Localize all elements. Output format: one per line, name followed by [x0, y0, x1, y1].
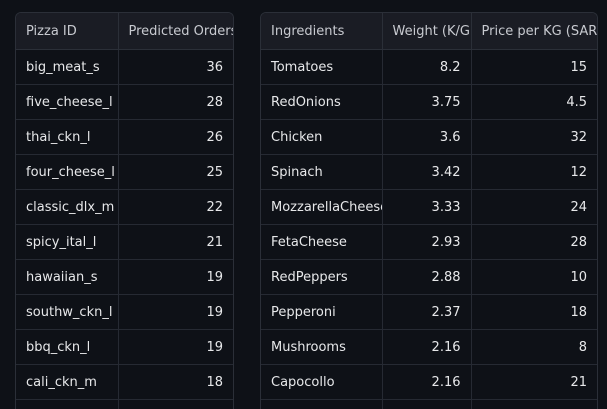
cell-pizza-id: big_meat_s — [16, 49, 119, 85]
cell-pizza-id: bbq_ckn_l — [16, 329, 119, 365]
cell-weight: 3.6 — [382, 119, 472, 155]
table-row[interactable] — [16, 399, 233, 409]
cell-weight: 2.16 — [382, 364, 472, 400]
table-row[interactable]: Capocollo 2.16 21 — [261, 364, 597, 400]
cell-ingredient: Pepperoni — [261, 294, 383, 330]
cell-predicted-orders: 28 — [118, 84, 233, 120]
cell-weight: 3.33 — [382, 189, 472, 225]
column-header-pizza-id[interactable]: Pizza ID — [16, 13, 119, 50]
cell-price: 4.5 — [471, 84, 597, 120]
table-header-row: Pizza ID Predicted Orders — [16, 13, 233, 50]
cell-weight: 2.16 — [382, 329, 472, 365]
column-header-ingredients[interactable]: Ingredients — [261, 13, 383, 50]
cell-price: 10 — [471, 259, 597, 295]
cell-pizza-id: four_cheese_l — [16, 154, 119, 190]
cell-predicted-orders: 22 — [118, 189, 233, 225]
column-header-weight[interactable]: Weight (K/G) — [382, 13, 472, 50]
cell-price: 12 — [471, 154, 597, 190]
cell-predicted-orders: 21 — [118, 224, 233, 260]
cell-pizza-id: spicy_ital_l — [16, 224, 119, 260]
cell-price: 28 — [471, 224, 597, 260]
cell-ingredient: Chicken — [261, 119, 383, 155]
cell-ingredient: RedPeppers — [261, 259, 383, 295]
cell-pizza-id: hawaiian_s — [16, 259, 119, 295]
cell-ingredient: Tomatoes — [261, 49, 383, 85]
ingredients-table[interactable]: Ingredients Weight (K/G) Price per KG (S… — [260, 12, 598, 409]
table-row[interactable]: MozzarellaCheese 3.33 24 — [261, 189, 597, 225]
cell-predicted-orders: 36 — [118, 49, 233, 85]
cell-ingredient: Capocollo — [261, 364, 383, 400]
cell-predicted-orders — [118, 399, 233, 409]
cell-weight: 8.2 — [382, 49, 472, 85]
table-row[interactable]: Tomatoes 8.2 15 — [261, 49, 597, 85]
cell-weight: 2.88 — [382, 259, 472, 295]
cell-ingredient: Spinach — [261, 154, 383, 190]
column-header-predicted-orders[interactable]: Predicted Orders — [118, 13, 233, 50]
cell-ingredient — [261, 399, 383, 409]
table-row[interactable]: RedPeppers 2.88 10 — [261, 259, 597, 295]
cell-pizza-id: five_cheese_l — [16, 84, 119, 120]
cell-pizza-id: southw_ckn_l — [16, 294, 119, 330]
cell-pizza-id: cali_ckn_m — [16, 364, 119, 400]
table-row[interactable] — [261, 399, 597, 409]
cell-predicted-orders: 19 — [118, 329, 233, 365]
table-row[interactable]: Pepperoni 2.37 18 — [261, 294, 597, 330]
cell-predicted-orders: 19 — [118, 259, 233, 295]
cell-predicted-orders: 25 — [118, 154, 233, 190]
cell-price — [471, 399, 597, 409]
cell-ingredient: MozzarellaCheese — [261, 189, 383, 225]
cell-weight: 3.42 — [382, 154, 472, 190]
cell-pizza-id: classic_dlx_m — [16, 189, 119, 225]
table-row[interactable]: bbq_ckn_l 19 — [16, 329, 233, 365]
cell-weight: 2.37 — [382, 294, 472, 330]
cell-weight: 3.75 — [382, 84, 472, 120]
table-row[interactable]: cali_ckn_m 18 — [16, 364, 233, 400]
table-row[interactable]: big_meat_s 36 — [16, 49, 233, 85]
cell-weight — [382, 399, 472, 409]
cell-pizza-id — [16, 399, 119, 409]
table-row[interactable]: classic_dlx_m 22 — [16, 189, 233, 225]
cell-ingredient: RedOnions — [261, 84, 383, 120]
table-header-row: Ingredients Weight (K/G) Price per KG (S… — [261, 13, 597, 50]
table-row[interactable]: Chicken 3.6 32 — [261, 119, 597, 155]
cell-price: 24 — [471, 189, 597, 225]
cell-predicted-orders: 19 — [118, 294, 233, 330]
table-row[interactable]: Spinach 3.42 12 — [261, 154, 597, 190]
cell-ingredient: FetaCheese — [261, 224, 383, 260]
column-header-price-per-kg[interactable]: Price per KG (SAR) — [471, 13, 597, 50]
table-row[interactable]: five_cheese_l 28 — [16, 84, 233, 120]
predicted-orders-table[interactable]: Pizza ID Predicted Orders big_meat_s 36 f… — [15, 12, 234, 409]
table-row[interactable]: Mushrooms 2.16 8 — [261, 329, 597, 365]
table-row[interactable]: thai_ckn_l 26 — [16, 119, 233, 155]
table-row[interactable]: spicy_ital_l 21 — [16, 224, 233, 260]
cell-ingredient: Mushrooms — [261, 329, 383, 365]
table-row[interactable]: hawaiian_s 19 — [16, 259, 233, 295]
cell-price: 21 — [471, 364, 597, 400]
table-row[interactable]: RedOnions 3.75 4.5 — [261, 84, 597, 120]
cell-pizza-id: thai_ckn_l — [16, 119, 119, 155]
cell-weight: 2.93 — [382, 224, 472, 260]
cell-predicted-orders: 18 — [118, 364, 233, 400]
cell-price: 18 — [471, 294, 597, 330]
table-row[interactable]: four_cheese_l 25 — [16, 154, 233, 190]
table-row[interactable]: FetaCheese 2.93 28 — [261, 224, 597, 260]
cell-price: 8 — [471, 329, 597, 365]
cell-predicted-orders: 26 — [118, 119, 233, 155]
table-row[interactable]: southw_ckn_l 19 — [16, 294, 233, 330]
cell-price: 15 — [471, 49, 597, 85]
cell-price: 32 — [471, 119, 597, 155]
